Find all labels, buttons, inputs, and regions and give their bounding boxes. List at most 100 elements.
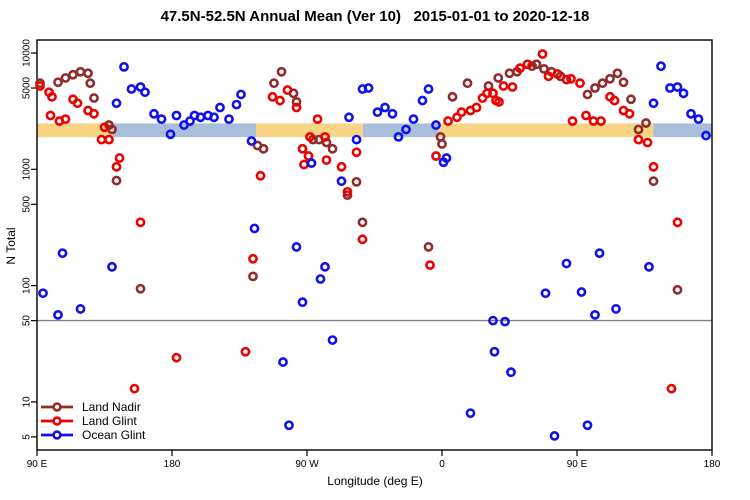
data-point-land-glint (425, 260, 435, 271)
data-point-ocean-glint (284, 420, 294, 431)
x-tick-label: 90 E (567, 459, 588, 470)
data-point-ocean-glint (149, 108, 159, 119)
legend-marker-icon (41, 402, 73, 412)
data-point-ocean-glint (215, 102, 225, 113)
y-tick-label: 1000 (22, 158, 33, 181)
data-point-ocean-glint (387, 108, 398, 119)
band-segment (437, 123, 654, 138)
data-point-ocean-glint (656, 61, 666, 72)
data-point-land-nadir (68, 69, 78, 80)
data-point-land-nadir (648, 176, 659, 187)
data-point-land-glint (498, 81, 509, 91)
data-point-land-glint (543, 71, 554, 82)
y-tick-label: 100 (22, 277, 33, 294)
band-segment (113, 123, 256, 138)
data-point-ocean-glint (126, 84, 137, 94)
data-point-land-glint (129, 383, 140, 394)
y-tick-label: 5 (22, 434, 33, 440)
data-point-land-glint (351, 147, 362, 158)
data-point-ocean-glint (540, 288, 551, 299)
data-point-land-glint (515, 63, 525, 74)
data-point-ocean-glint (231, 99, 242, 110)
data-point-land-glint (282, 85, 293, 95)
data-point-land-glint (567, 116, 578, 126)
data-point-land-nadir (531, 59, 542, 70)
data-point-land-glint (99, 122, 110, 133)
data-point-land-nadir (504, 68, 515, 79)
data-point-land-glint (312, 114, 323, 125)
data-point-ocean-glint (165, 129, 176, 140)
data-point-land-glint (60, 114, 71, 125)
legend-item: Land Glint (40, 414, 145, 428)
data-point-ocean-glint (549, 431, 560, 441)
data-point-land-glint (255, 170, 266, 181)
data-point-land-glint (537, 49, 548, 59)
data-point-ocean-glint (111, 98, 122, 109)
data-point-land-glint (321, 155, 332, 165)
data-point-land-glint (114, 153, 125, 163)
data-point-land-glint (561, 74, 572, 85)
data-point-ocean-glint (678, 88, 689, 99)
data-point-land-glint (633, 134, 644, 145)
data-point-ocean-glint (380, 102, 390, 113)
data-point-ocean-glint (327, 335, 338, 345)
data-point-land-glint (624, 108, 635, 119)
data-point-ocean-glint (438, 157, 449, 168)
data-point-ocean-glint (224, 114, 234, 125)
data-point-ocean-glint (344, 112, 354, 123)
data-point-ocean-glint (500, 316, 510, 327)
data-point-ocean-glint (140, 87, 150, 98)
data-point-land-nadir (135, 283, 146, 294)
data-point-land-glint (609, 95, 620, 106)
data-point-ocean-glint (57, 248, 68, 259)
data-point-ocean-glint (594, 248, 605, 259)
data-point-land-nadir (111, 175, 122, 186)
data-point-ocean-glint (576, 287, 587, 297)
x-tick-label: 0 (439, 459, 445, 470)
data-point-ocean-glint (488, 315, 498, 326)
data-point-land-glint (588, 116, 599, 126)
data-point-land-glint (275, 95, 285, 106)
data-point-ocean-glint (417, 95, 428, 106)
data-point-land-glint (320, 131, 330, 142)
data-point-land-glint (672, 217, 683, 228)
data-point-land-nadir (60, 73, 71, 83)
data-point-land-glint (494, 96, 504, 107)
data-point-ocean-glint (693, 114, 704, 125)
data-point-ocean-glint (336, 176, 347, 187)
data-point-land-nadir (248, 271, 258, 282)
data-point-ocean-glint (107, 261, 117, 272)
data-point-land-nadir (423, 242, 434, 252)
legend-item-label: Land Nadir (82, 400, 141, 414)
data-point-land-glint (336, 161, 347, 172)
data-point-land-nadir (597, 78, 608, 89)
data-point-land-nadir (83, 68, 93, 79)
data-point-land-glint (299, 159, 309, 170)
data-point-land-nadir (493, 73, 504, 83)
band-segment (37, 123, 114, 138)
data-point-ocean-glint (393, 131, 404, 142)
data-point-land-nadir (590, 83, 600, 93)
data-point-land-glint (522, 59, 533, 70)
data-point-ocean-glint (582, 420, 593, 431)
x-tick-label: 180 (704, 459, 721, 470)
data-point-land-nadir (582, 89, 593, 100)
legend-item-label: Ocean Glint (82, 428, 146, 442)
band-segment (362, 123, 438, 138)
data-point-ocean-glint (195, 112, 206, 123)
legend-item: Land Nadir (40, 400, 145, 414)
data-point-land-nadir (672, 284, 683, 295)
data-point-land-nadir (357, 217, 368, 228)
data-point-land-nadir (85, 78, 96, 89)
data-point-land-glint (297, 143, 308, 154)
data-point-land-nadir (89, 93, 99, 103)
legend-marker-icon (41, 416, 73, 426)
data-point-land-glint (507, 82, 518, 92)
band-segment (256, 123, 363, 138)
data-point-land-glint (89, 108, 99, 119)
data-point-land-glint (104, 134, 114, 145)
data-point-land-nadir (462, 78, 473, 89)
data-point-land-glint (443, 116, 453, 126)
